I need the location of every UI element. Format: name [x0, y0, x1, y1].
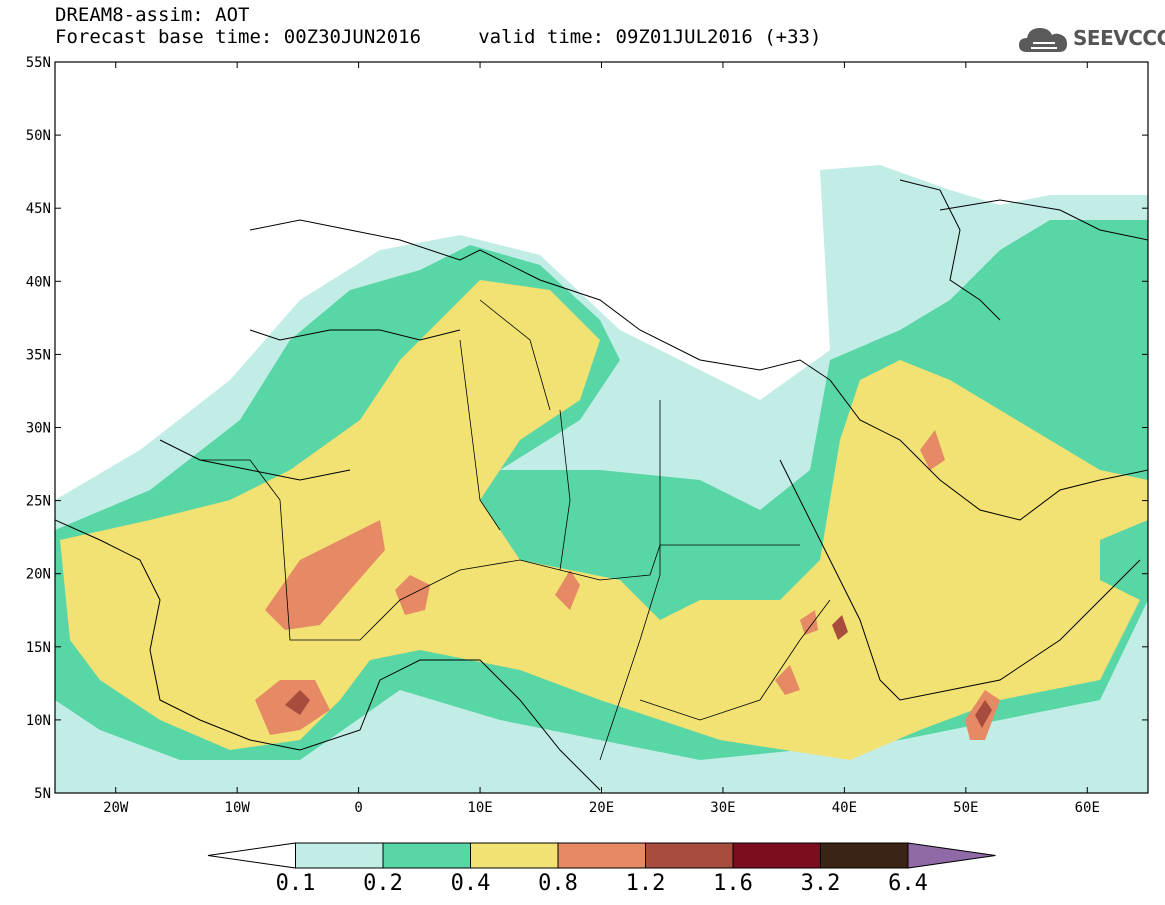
lon-tick-label: 30E — [710, 800, 735, 816]
colorbar-box — [732, 842, 821, 869]
colorbar-label: 3.2 — [801, 871, 841, 896]
logo-text: SEEVCCC — [1073, 26, 1165, 50]
country-borders — [200, 299, 831, 761]
lon-tick-label: 20E — [589, 800, 614, 816]
colorbar-label: 1.2 — [626, 871, 666, 896]
coastlines — [55, 179, 1148, 791]
aot-band-0.8-f — [920, 430, 945, 470]
lat-tick-label: 10N — [26, 713, 51, 729]
aot-band-1.2-a — [285, 690, 310, 715]
colorbar-box — [557, 842, 646, 869]
lat-tick-label: 5N — [34, 786, 51, 802]
colorbar-box — [382, 842, 471, 869]
cloud-icon — [1019, 28, 1067, 52]
colorbar-label: 0.4 — [451, 871, 491, 896]
lat-tick-label: 30N — [26, 421, 51, 437]
colorbar-box — [820, 842, 909, 869]
lon-tick-label: 40E — [832, 800, 857, 816]
colorbar-label: 0.1 — [276, 871, 316, 896]
lon-tick-label: 10W — [225, 800, 251, 816]
forecast-time-line: Forecast base time: 00Z30JUN2016 valid t… — [55, 26, 822, 48]
aot-field — [55, 62, 1148, 793]
colorbar: 0.1 0.2 0.4 0.8 1.2 1.6 3.2 6.4 — [207, 842, 996, 896]
aot-band-0.8-a — [265, 520, 385, 630]
latitude-axis: 5N 10N 15N 20N 25N 30N 35N 40N 45N 50N 55N — [26, 55, 1148, 802]
lat-tick-label: 25N — [26, 494, 51, 510]
colorbar-label: 0.8 — [538, 871, 578, 896]
lat-tick-label: 20N — [26, 567, 51, 583]
colorbar-box — [470, 842, 559, 869]
colorbar-arrow-high — [907, 842, 996, 869]
colorbar-arrow-low — [207, 842, 296, 869]
colorbar-box — [295, 842, 384, 869]
lon-tick-label: 0 — [354, 800, 362, 816]
aot-band-0.8-b — [395, 575, 430, 615]
colorbar-box — [645, 842, 734, 869]
lon-tick-label: 50E — [953, 800, 978, 816]
aot-band-1.2-b — [975, 700, 992, 728]
aot-band-0.8-e — [775, 665, 800, 695]
aot-band-0.8-h — [800, 610, 818, 635]
lat-tick-label: 35N — [26, 347, 51, 363]
aot-band-0.8-c — [555, 570, 580, 610]
lat-tick-label: 40N — [26, 274, 51, 290]
lon-tick-label: 20W — [103, 800, 129, 816]
lon-tick-label: 10E — [467, 800, 492, 816]
lat-tick-label: 45N — [26, 201, 51, 217]
colorbar-label: 1.6 — [713, 871, 753, 896]
lat-tick-label: 50N — [26, 128, 51, 144]
lat-tick-label: 55N — [26, 55, 51, 71]
lon-tick-label: 60E — [1075, 800, 1100, 816]
longitude-axis: 20W 10W 0 10E 20E 30E 40E 50E 60E — [103, 62, 1100, 816]
colorbar-label: 0.2 — [363, 871, 403, 896]
colorbar-label: 6.4 — [888, 871, 928, 896]
seevccc-logo: SEEVCCC — [1017, 22, 1165, 56]
map-title: DREAM8-assim: AOT — [55, 4, 250, 26]
lat-tick-label: 15N — [26, 640, 51, 656]
aot-band-1.2-c — [832, 615, 848, 640]
